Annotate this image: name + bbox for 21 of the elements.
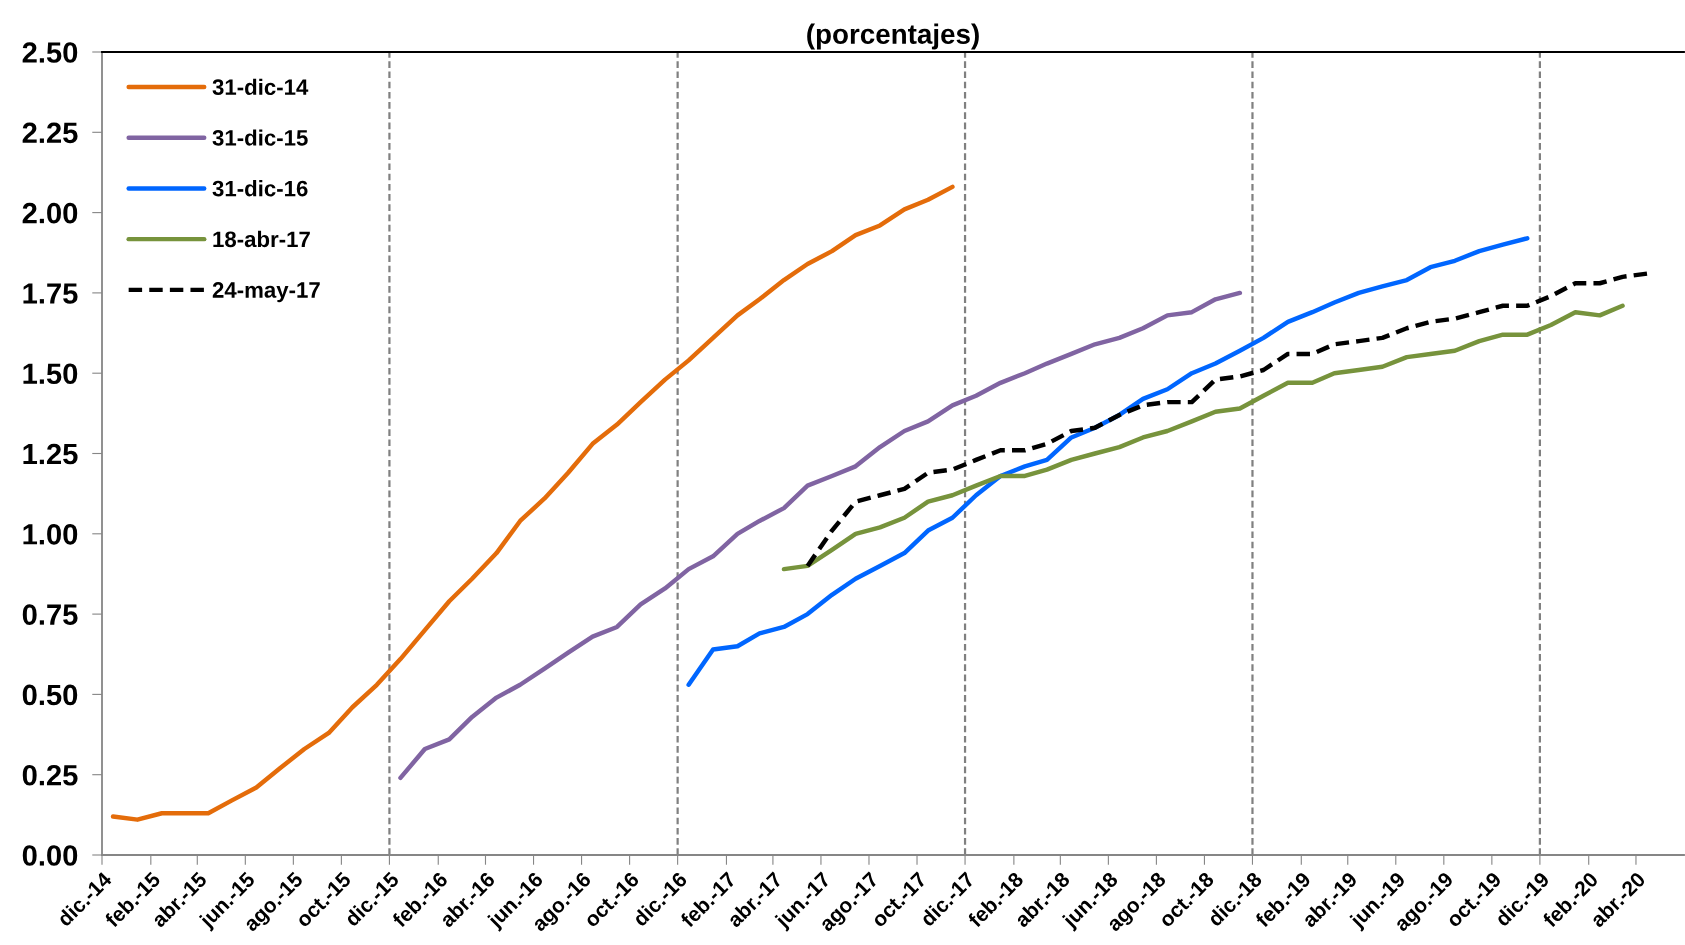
legend-label: 24-may-17 <box>212 282 320 303</box>
y-tick-label: 0.75 <box>22 604 78 625</box>
line-series <box>398 290 1243 781</box>
legend-label: 18-abr-17 <box>213 230 310 248</box>
y-tick-label: 0.25 <box>22 764 78 786</box>
y-tick-label: 1.75 <box>23 283 78 304</box>
y-tick-label: 2.00 <box>22 202 78 224</box>
legend-label: 31-dic-14 <box>212 78 309 96</box>
line-series <box>686 236 1530 687</box>
y-tick-label: 0.00 <box>22 845 78 866</box>
y-tick-label: 1.25 <box>23 443 78 465</box>
y-tick-label: 2.25 <box>22 122 78 144</box>
line-series <box>781 303 1625 572</box>
y-tick-label: 2.50 <box>22 42 78 63</box>
y-tick-label: 0.50 <box>22 684 78 706</box>
line-series <box>805 271 1650 569</box>
chart-title: (porcentajes) <box>807 23 979 50</box>
y-tick-label: 1.50 <box>23 363 78 385</box>
legend-label: 31-dic-16 <box>212 180 308 197</box>
legend-label: 31-dic-15 <box>212 129 308 146</box>
y-tick-label: 1.00 <box>23 524 78 545</box>
